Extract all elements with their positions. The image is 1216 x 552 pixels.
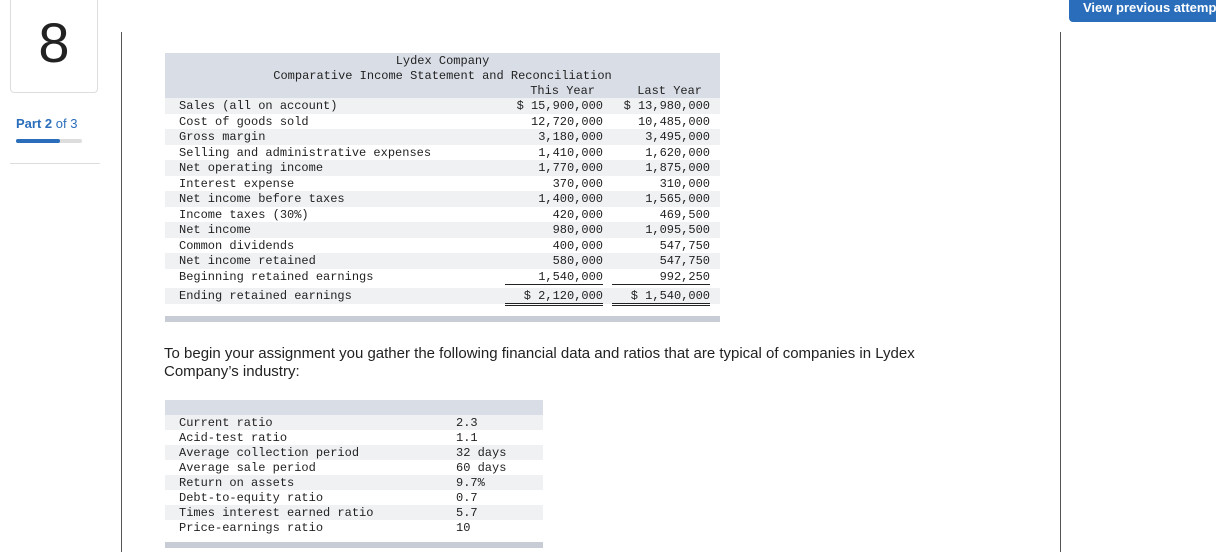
amount: $ 15,900,000 xyxy=(516,99,603,113)
part-label: Part 2 xyxy=(16,116,53,131)
row-label: Net operating income xyxy=(179,161,324,175)
amount: 980,000 xyxy=(552,223,603,237)
amount: 1,620,000 xyxy=(612,146,710,161)
amount: 12,720,000 xyxy=(505,115,603,130)
header-band xyxy=(165,53,720,98)
row-label: Sales (all on account) xyxy=(179,99,338,113)
ratio-label: Debt-to-equity ratio xyxy=(179,491,324,505)
column-header: This Year xyxy=(530,84,595,98)
amount: 1,095,500 xyxy=(645,223,710,237)
row-band xyxy=(165,191,720,207)
row-label: Income taxes (30%) xyxy=(179,207,309,222)
progress-fill xyxy=(16,139,60,143)
amount: 10,485,000 xyxy=(612,115,710,130)
amount: 469,500 xyxy=(612,208,710,223)
ratio-value: 10 xyxy=(456,521,471,535)
amount: 3,495,000 xyxy=(645,130,710,144)
amount: $ 1,540,000 xyxy=(612,289,710,306)
ratio-value: 2.3 xyxy=(456,416,478,430)
row-band xyxy=(165,160,720,176)
row-band xyxy=(165,98,720,114)
ratio-label: Acid-test ratio xyxy=(179,431,288,445)
row-band xyxy=(165,505,543,520)
progress-bar xyxy=(16,139,82,143)
question-number: 8 xyxy=(38,11,70,74)
ratio-label: Price-earnings ratio xyxy=(179,521,324,535)
ratio-value: 1.1 xyxy=(456,431,478,445)
divider xyxy=(10,163,100,164)
row-band xyxy=(165,129,720,145)
amount: 580,000 xyxy=(552,254,603,268)
amount: 1,565,000 xyxy=(645,192,710,206)
ratio-value: 5.7 xyxy=(456,506,478,520)
amount: 992,250 xyxy=(612,270,710,285)
amount: 1,400,000 xyxy=(538,192,603,206)
frame-right xyxy=(1060,32,1061,552)
amount: 547,750 xyxy=(659,254,710,268)
ratios-table: Current ratio 2.3 Acid-test ratio 1.1 Averag… xyxy=(165,400,543,548)
row-label: Gross margin xyxy=(179,130,266,144)
amount: 1,410,000 xyxy=(505,146,603,161)
row-label: Ending retained earnings xyxy=(179,289,352,303)
ratio-value: 0.7 xyxy=(456,491,478,505)
amount: 547,750 xyxy=(612,239,710,254)
footer-band xyxy=(165,542,543,548)
ratio-value: 60 days xyxy=(456,461,507,475)
row-band xyxy=(165,253,720,269)
amount: 420,000 xyxy=(505,208,603,223)
amount: 3,180,000 xyxy=(538,130,603,144)
ratio-label: Return on assets xyxy=(179,476,295,490)
part-of: of 3 xyxy=(55,116,78,131)
amount: $ 2,120,000 xyxy=(505,289,603,306)
ratio-value: 32 days xyxy=(456,446,507,460)
amount: 1,770,000 xyxy=(538,161,603,175)
row-band xyxy=(165,415,543,430)
row-label: Selling and administrative expenses xyxy=(179,145,432,160)
ratio-value: 9.7% xyxy=(456,476,485,490)
row-band xyxy=(165,475,543,490)
amount: 1,540,000 xyxy=(505,270,603,285)
statement-title: Comparative Income Statement and Reconci… xyxy=(273,69,612,83)
ratio-label: Times interest earned ratio xyxy=(179,506,374,520)
amount: 1,875,000 xyxy=(645,161,710,175)
row-label: Beginning retained earnings xyxy=(179,269,374,284)
row-label: Interest expense xyxy=(179,176,295,191)
row-label: Net income xyxy=(179,223,252,237)
company-name: Lydex Company xyxy=(395,54,490,68)
ratio-label: Average collection period xyxy=(179,446,360,460)
row-label: Cost of goods sold xyxy=(179,114,309,129)
amount: 370,000 xyxy=(505,177,603,192)
ratio-label: Average sale period xyxy=(179,461,316,475)
amount: 310,000 xyxy=(612,177,710,192)
row-label: Net income before taxes xyxy=(179,192,345,206)
part-indicator: Part 2 of 3 xyxy=(16,116,77,131)
row-label: Common dividends xyxy=(179,238,295,253)
row-band xyxy=(165,445,543,460)
row-label: Net income retained xyxy=(179,254,316,268)
row-band xyxy=(165,222,720,238)
footer-band xyxy=(165,316,720,322)
intro-text: To begin your assignment you gather the … xyxy=(164,345,915,380)
amount: $ 13,980,000 xyxy=(623,99,710,113)
amount: 400,000 xyxy=(505,239,603,254)
column-header: Last Year xyxy=(637,84,702,98)
row-band xyxy=(165,288,720,304)
frame-left xyxy=(121,32,122,552)
header-band xyxy=(165,400,543,415)
income-statement: Lydex Company Comparative Income Stateme… xyxy=(165,53,720,323)
ratio-label: Current ratio xyxy=(179,416,273,430)
question-box: 8 xyxy=(10,0,98,93)
view-previous-attempt-button[interactable]: View previous attempt xyxy=(1069,0,1216,22)
